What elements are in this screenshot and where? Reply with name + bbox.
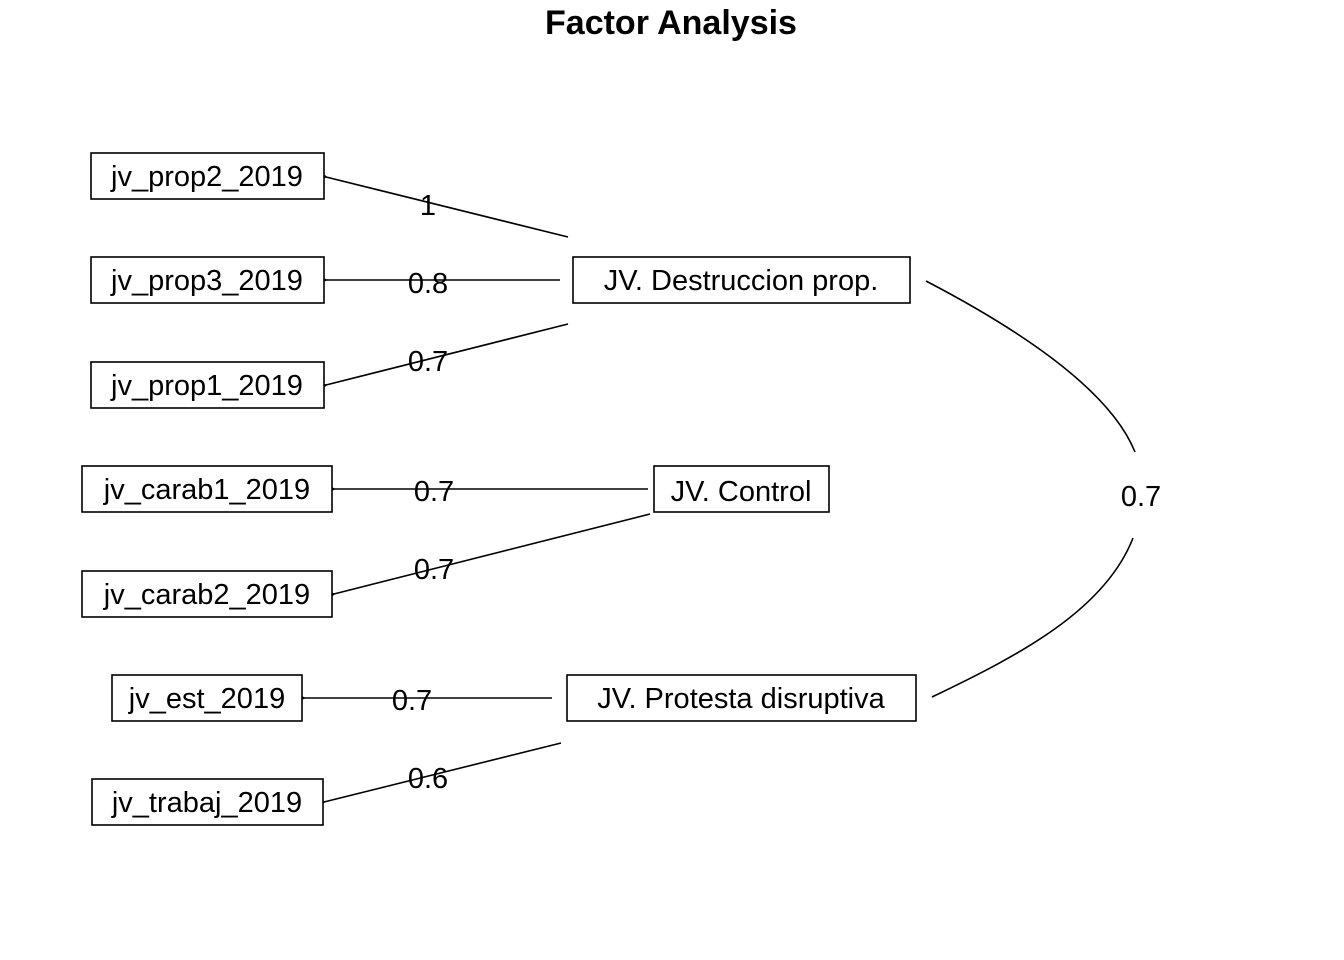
loading-edges xyxy=(304,177,651,802)
indicator-node-carab1: jv_carab1_2019 xyxy=(81,465,333,513)
loading-labels: 1 0.8 0.7 0.7 0.7 0.7 0.6 0.7 xyxy=(392,190,1161,795)
correlation-curve xyxy=(925,280,1136,698)
correlation-curve-lower xyxy=(931,537,1134,698)
indicator-node-prop2: jv_prop2_2019 xyxy=(90,152,325,200)
indicator-node-prop1: jv_prop1_2019 xyxy=(90,361,325,409)
indicator-node-prop3: jv_prop3_2019 xyxy=(90,256,325,304)
indicator-node-trabaj: jv_trabaj_2019 xyxy=(91,778,324,826)
indicator-label-est: jv_est_2019 xyxy=(128,683,285,715)
loading-label-est: 0.7 xyxy=(392,685,432,717)
indicator-label-prop3: jv_prop3_2019 xyxy=(110,265,303,297)
loading-label-prop3: 0.8 xyxy=(408,268,448,300)
loading-label-trabaj: 0.6 xyxy=(408,763,448,795)
correlation-curve-upper xyxy=(925,280,1136,453)
factor-nodes: JV. Destruccion prop. JV. Control JV. Pr… xyxy=(566,256,917,722)
edge-destruccion-prop1 xyxy=(326,323,569,385)
loading-label-prop2: 1 xyxy=(420,190,436,222)
indicator-label-carab1: jv_carab1_2019 xyxy=(103,474,310,506)
correlation-label: 0.7 xyxy=(1121,481,1161,513)
edge-control-carab2 xyxy=(334,513,651,594)
diagram-title: Factor Analysis xyxy=(545,4,797,42)
loading-label-carab1: 0.7 xyxy=(414,476,454,508)
indicator-label-prop1: jv_prop1_2019 xyxy=(110,370,303,402)
factor-label-destruccion: JV. Destruccion prop. xyxy=(604,265,879,297)
indicator-label-carab2: jv_carab2_2019 xyxy=(103,579,310,611)
factor-label-control: JV. Control xyxy=(671,476,812,508)
indicator-node-est: jv_est_2019 xyxy=(111,674,303,722)
indicator-label-prop2: jv_prop2_2019 xyxy=(110,161,303,193)
factor-node-protesta: JV. Protesta disruptiva xyxy=(566,674,917,722)
loading-label-carab2: 0.7 xyxy=(414,554,454,586)
edge-destruccion-prop2 xyxy=(326,177,569,238)
indicator-nodes: jv_prop2_2019 jv_prop3_2019 jv_prop1_201… xyxy=(81,152,333,826)
factor-node-control: JV. Control xyxy=(653,465,830,513)
indicator-node-carab2: jv_carab2_2019 xyxy=(81,570,333,618)
indicator-label-trabaj: jv_trabaj_2019 xyxy=(111,787,302,819)
factor-label-protesta: JV. Protesta disruptiva xyxy=(597,683,885,715)
loading-label-prop1: 0.7 xyxy=(408,346,448,378)
factor-node-destruccion: JV. Destruccion prop. xyxy=(572,256,911,304)
edge-protesta-trabaj xyxy=(324,742,562,802)
